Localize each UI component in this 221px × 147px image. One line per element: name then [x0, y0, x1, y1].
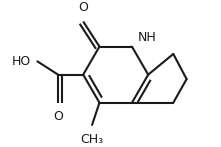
Text: O: O — [53, 110, 63, 123]
Text: NH: NH — [138, 31, 157, 44]
Text: CH₃: CH₃ — [80, 133, 104, 146]
Text: O: O — [78, 1, 88, 14]
Text: HO: HO — [12, 55, 32, 68]
